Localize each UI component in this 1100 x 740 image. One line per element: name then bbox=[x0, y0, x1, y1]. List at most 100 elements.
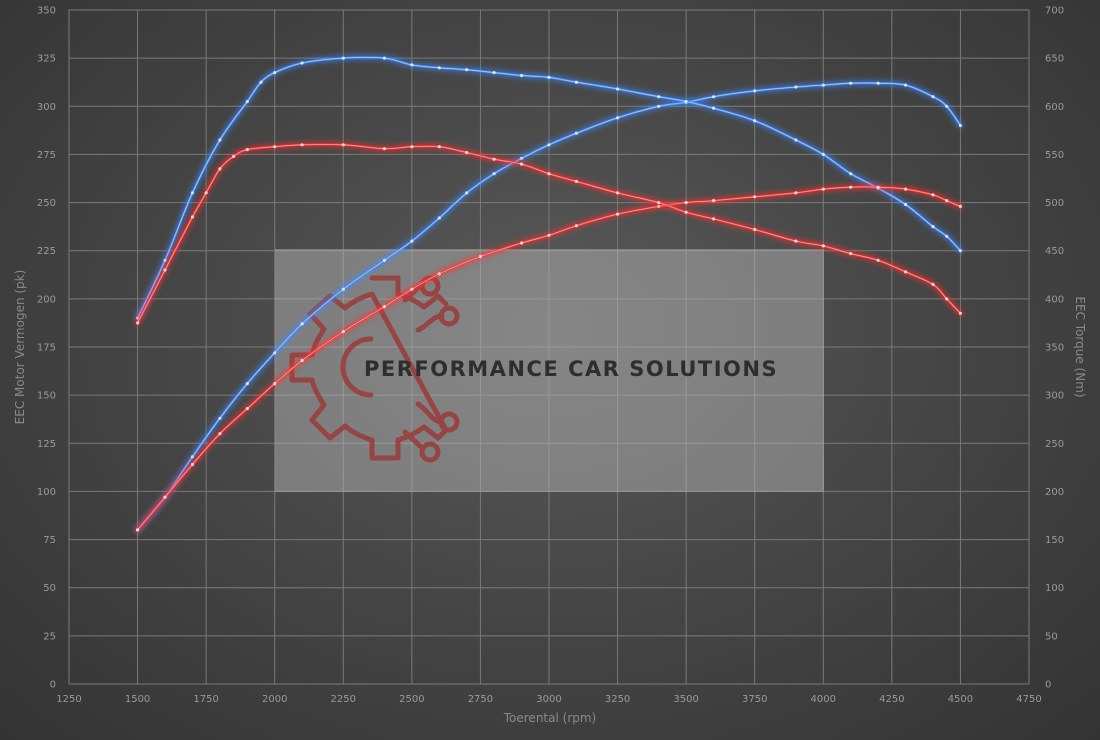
data-point bbox=[465, 150, 469, 155]
x-axis-ticks: 1250 1500 1750 2000 2250 2500 2750 3000 3250 3500… bbox=[56, 694, 1041, 705]
data-point bbox=[520, 156, 524, 160]
data-point bbox=[547, 233, 551, 237]
data-point bbox=[382, 56, 386, 60]
data-point bbox=[300, 358, 304, 363]
right-tick-label: 250 bbox=[1045, 439, 1064, 450]
data-point bbox=[163, 268, 167, 272]
x-tick-label: 1750 bbox=[193, 694, 218, 705]
data-point bbox=[547, 172, 551, 176]
data-point bbox=[958, 204, 963, 208]
right-tick-label: 200 bbox=[1045, 487, 1064, 498]
data-point bbox=[945, 297, 949, 301]
data-point bbox=[904, 83, 908, 87]
series-line-4 bbox=[134, 140, 964, 327]
data-point bbox=[931, 225, 935, 229]
left-tick-label: 175 bbox=[37, 343, 56, 354]
data-point bbox=[712, 217, 716, 221]
right-tick-label: 350 bbox=[1045, 343, 1064, 354]
data-point bbox=[190, 462, 194, 467]
right-tick-label: 550 bbox=[1045, 150, 1064, 161]
data-point bbox=[204, 191, 208, 195]
data-point bbox=[821, 187, 825, 191]
left-tick-label: 50 bbox=[43, 583, 56, 594]
left-tick-label: 200 bbox=[37, 294, 56, 305]
data-point bbox=[382, 305, 386, 309]
data-point bbox=[410, 63, 414, 67]
watermark-panel bbox=[275, 249, 824, 492]
data-point bbox=[657, 201, 661, 205]
data-point bbox=[657, 95, 661, 99]
left-tick-label: 275 bbox=[37, 150, 56, 161]
data-point bbox=[273, 382, 277, 386]
data-point bbox=[753, 195, 757, 199]
series-highlight bbox=[137, 186, 961, 531]
data-point bbox=[657, 104, 661, 108]
right-tick-label: 700 bbox=[1045, 6, 1064, 17]
data-point bbox=[876, 81, 880, 85]
data-point bbox=[410, 287, 414, 291]
data-point bbox=[259, 80, 263, 84]
left-tick-label: 0 bbox=[50, 680, 56, 691]
right-tick-label: 400 bbox=[1045, 294, 1064, 305]
data-point bbox=[958, 311, 963, 315]
data-point bbox=[712, 199, 716, 203]
data-point bbox=[794, 85, 798, 89]
data-point bbox=[958, 249, 963, 253]
data-point bbox=[712, 106, 716, 110]
data-point bbox=[945, 104, 949, 108]
data-point bbox=[821, 244, 825, 248]
data-point bbox=[492, 172, 496, 176]
data-point bbox=[904, 270, 908, 274]
data-point bbox=[218, 432, 222, 436]
watermark-text: PERFORMANCE CAR SOLUTIONS bbox=[364, 357, 778, 381]
data-point bbox=[821, 152, 825, 156]
data-point bbox=[794, 138, 798, 142]
data-point bbox=[136, 321, 140, 325]
data-point bbox=[341, 330, 345, 334]
data-point bbox=[437, 66, 441, 70]
data-point bbox=[904, 202, 908, 207]
data-point bbox=[574, 131, 579, 135]
data-point bbox=[684, 201, 688, 205]
data-point bbox=[753, 89, 757, 93]
data-point bbox=[492, 157, 496, 161]
data-point bbox=[232, 154, 236, 158]
data-point bbox=[616, 87, 620, 91]
data-point bbox=[300, 143, 304, 147]
data-point bbox=[616, 212, 620, 216]
data-point bbox=[136, 528, 140, 532]
data-point bbox=[382, 147, 386, 151]
series-highlight bbox=[137, 56, 961, 319]
data-point bbox=[794, 239, 798, 243]
right-tick-label: 650 bbox=[1045, 54, 1064, 65]
data-point bbox=[245, 99, 249, 104]
x-tick-label: 2750 bbox=[468, 694, 493, 705]
x-tick-label: 1250 bbox=[56, 694, 81, 705]
series-line-3 bbox=[134, 183, 964, 534]
data-point bbox=[520, 73, 524, 78]
right-axis-title: EEC Torque (Nm) bbox=[1073, 296, 1087, 397]
data-point bbox=[300, 322, 304, 326]
right-tick-label: 450 bbox=[1045, 246, 1064, 257]
left-tick-label: 225 bbox=[37, 246, 56, 257]
data-point bbox=[190, 455, 194, 459]
data-point bbox=[547, 75, 551, 79]
data-point bbox=[753, 227, 757, 232]
series-line-1 bbox=[134, 79, 964, 534]
left-tick-label: 75 bbox=[43, 535, 56, 546]
data-point bbox=[190, 215, 194, 219]
data-point bbox=[163, 495, 167, 499]
data-point bbox=[794, 191, 798, 195]
data-point bbox=[437, 272, 441, 276]
right-tick-label: 500 bbox=[1045, 198, 1064, 209]
x-tick-label: 3500 bbox=[673, 694, 698, 705]
data-point bbox=[616, 116, 620, 120]
x-axis-title: Toerental (rpm) bbox=[503, 711, 596, 725]
data-point bbox=[849, 252, 853, 256]
left-tick-label: 125 bbox=[37, 439, 56, 450]
data-point bbox=[382, 258, 386, 262]
data-point bbox=[931, 282, 935, 286]
data-point bbox=[218, 138, 222, 142]
x-tick-label: 4750 bbox=[1016, 694, 1041, 705]
data-point bbox=[931, 95, 935, 99]
